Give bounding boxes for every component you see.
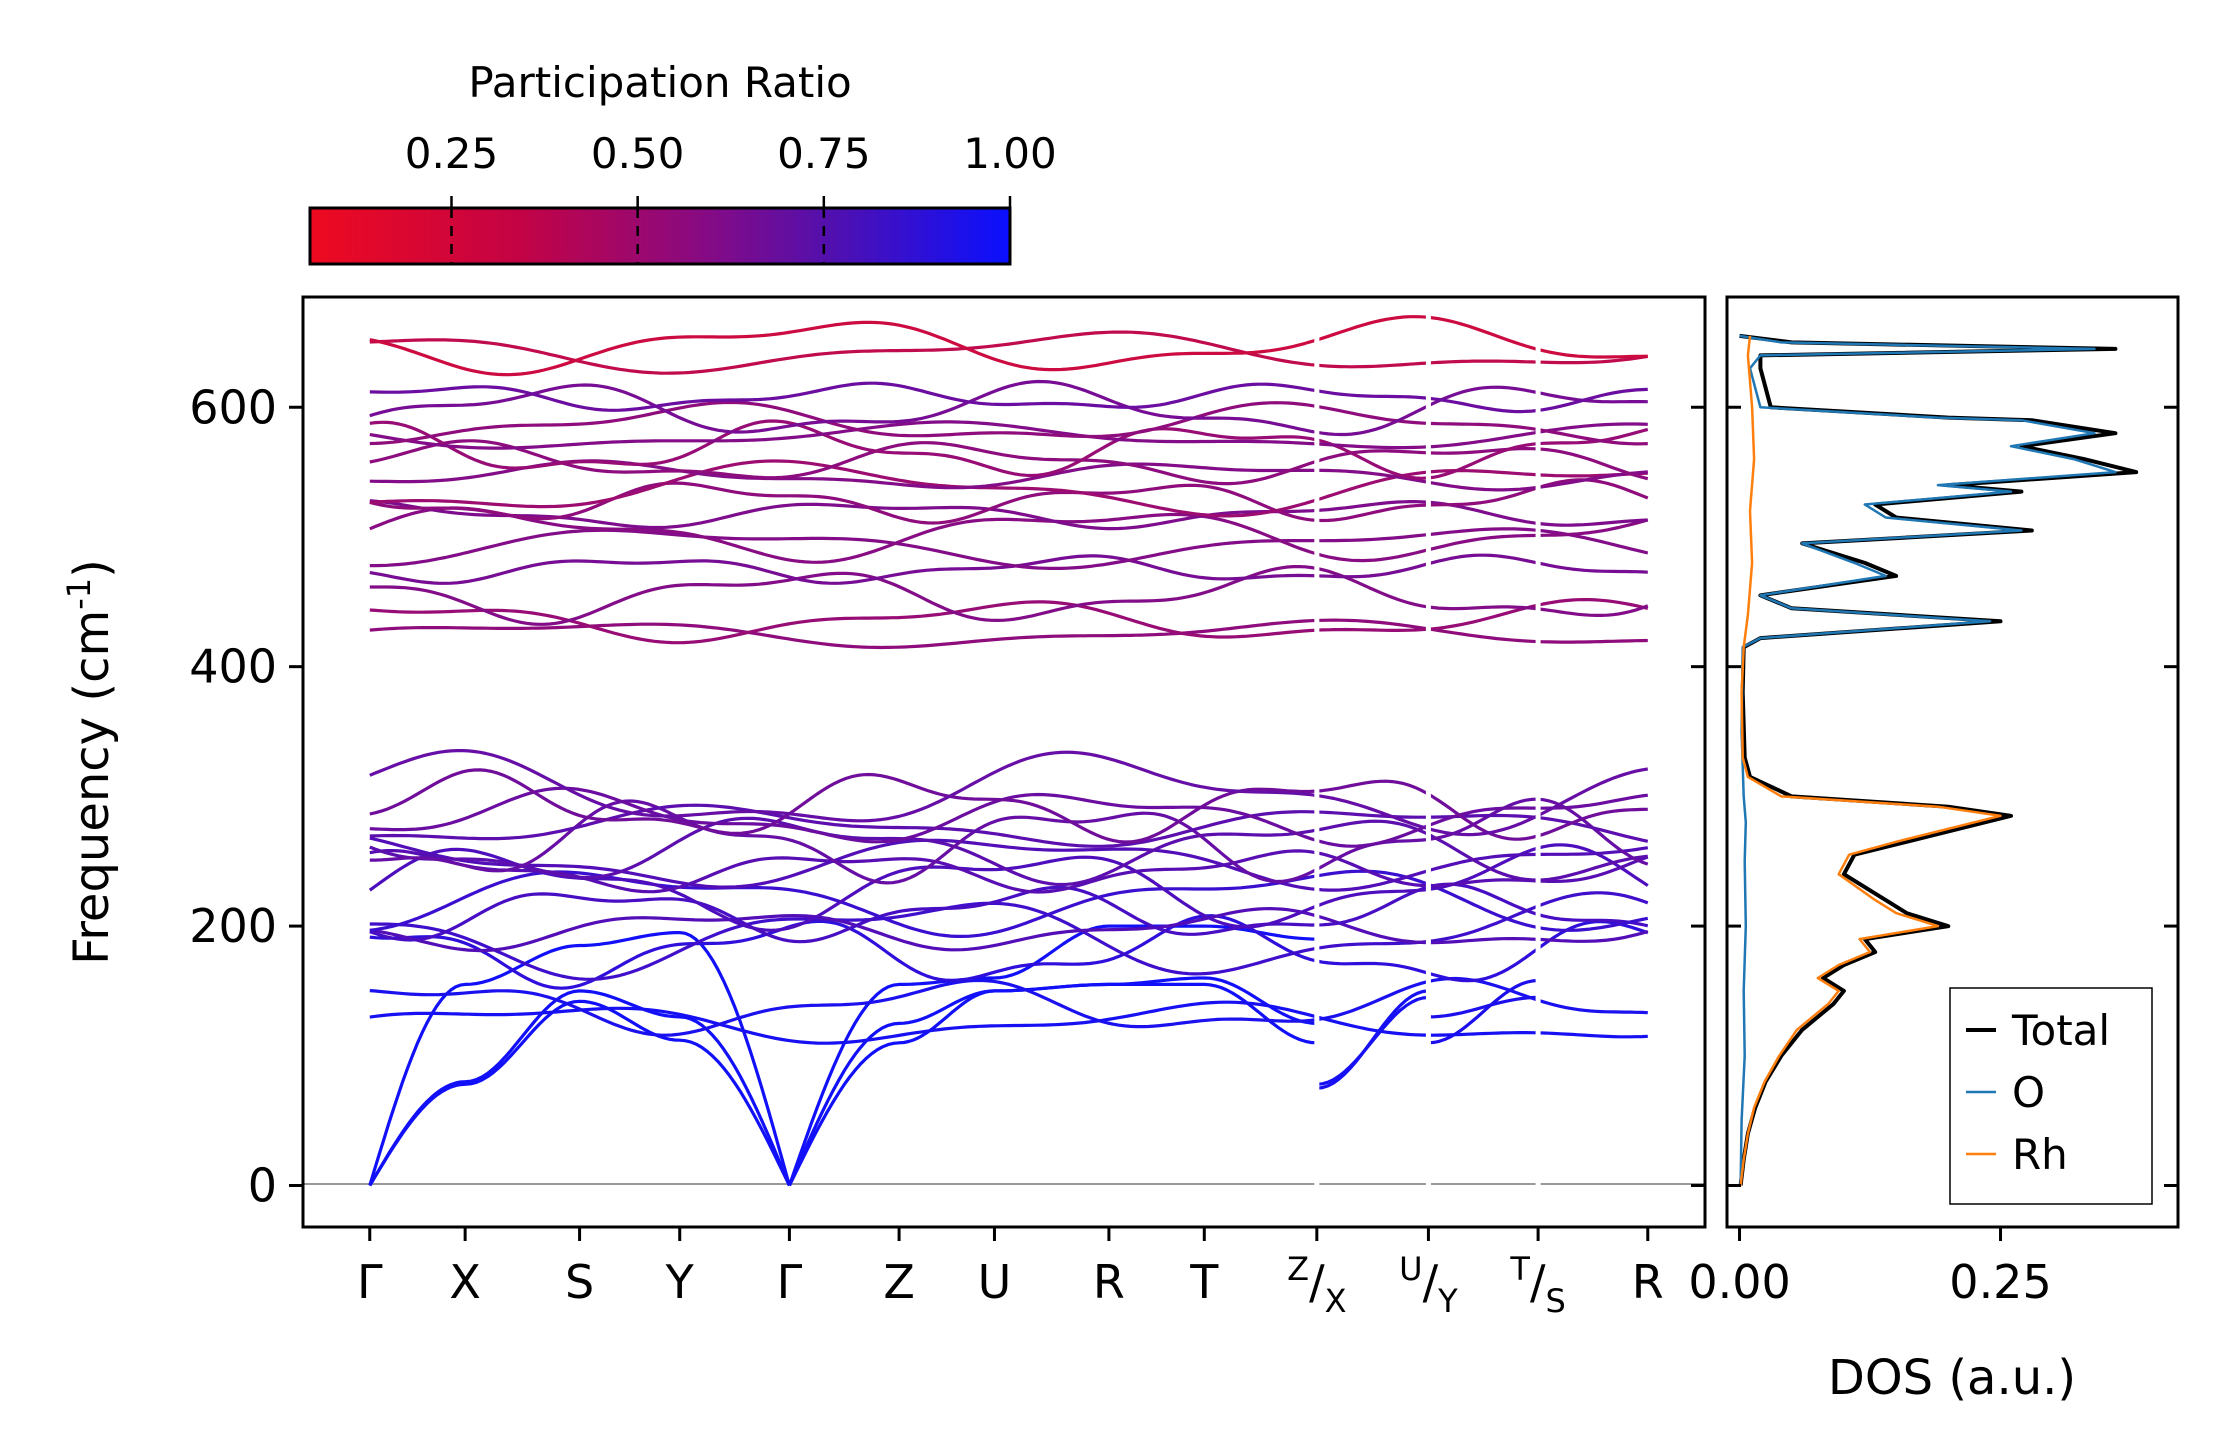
kpath-label: Y <box>665 1255 695 1309</box>
colorbar-tick-label: 0.75 <box>777 129 871 178</box>
dos-ticks: 0.00 0.25 <box>1688 405 2178 1309</box>
y-tick-label: 400 <box>189 640 277 694</box>
optical-band-high <box>369 527 1649 570</box>
acoustic-band <box>368 989 791 1187</box>
optical-band-high <box>369 420 1648 450</box>
optical-band-low <box>369 976 1648 1037</box>
segment-break <box>1425 299 1431 1225</box>
colorbar-gradient <box>308 206 1012 266</box>
kpath-label: X <box>449 1255 481 1309</box>
segment-break <box>1535 299 1541 1225</box>
optical-band-low <box>369 797 1649 885</box>
band-structure-panel: 0 200 400 600 Γ X S Y Γ Z U R T Z/X U/Y T/S R Frequency… <box>60 295 1707 1320</box>
kpath-label: U <box>978 1255 1012 1309</box>
acoustic-band <box>787 976 1317 1187</box>
kpath-ticks: Γ X S Y Γ Z U R T Z/X U/Y T/S R <box>357 1227 1664 1320</box>
kpath-label: Z/X <box>1287 1250 1346 1320</box>
optical-band-low <box>369 907 1649 953</box>
colorbar: Participation Ratio 0.25 0.50 0.75 1.00 <box>308 58 1057 266</box>
optical-band-low <box>369 768 1648 844</box>
acoustic-band <box>787 924 1317 1187</box>
dos-x-tick-label: 0.25 <box>1949 1255 2051 1309</box>
kpath-label: Γ <box>357 1255 383 1309</box>
band-axes-frame <box>301 295 1707 1229</box>
kpath-label-sup: Z <box>1287 1250 1309 1288</box>
kpath-label: T/S <box>1509 1250 1565 1320</box>
dos-curves <box>1738 333 2139 1186</box>
optical-band-high <box>369 459 1648 518</box>
colorbar-label: Participation Ratio <box>468 58 851 107</box>
kpath-label: S <box>565 1255 594 1309</box>
legend-label: O <box>2012 1068 2045 1117</box>
y-axis-title: Frequency (cm-1) <box>60 559 120 965</box>
y-tick-label: 600 <box>189 380 277 434</box>
optical-band-high <box>369 400 1648 446</box>
acoustic-band <box>368 931 791 1186</box>
y-axis-ticks: 0 200 400 600 <box>189 380 1705 1212</box>
colorbar-ticks: 0.25 0.50 0.75 1.00 <box>405 129 1057 264</box>
optical-band-high <box>369 439 1649 486</box>
legend-label: Rh <box>2012 1130 2068 1179</box>
acoustic-band <box>1428 979 1539 1045</box>
kpath-label: R <box>1093 1255 1125 1309</box>
optical-band-low <box>369 749 1649 837</box>
optical-band-low <box>369 1000 1648 1045</box>
kpath-label-sup: T <box>1509 1250 1530 1288</box>
kpath-label: R <box>1632 1255 1664 1309</box>
kpath-label-sup: U <box>1399 1250 1422 1288</box>
legend-label: Total <box>2011 1006 2110 1055</box>
dos-line-rh <box>1739 335 2002 1186</box>
phonon-bands <box>368 315 1649 1187</box>
segment-break <box>1314 299 1320 1225</box>
acoustic-band <box>1428 995 1539 1019</box>
optical-band-high <box>369 419 1649 480</box>
y-tick-label: 0 <box>248 1158 277 1212</box>
segment-breaks <box>1314 299 1541 1225</box>
dos-legend: Total O Rh <box>1949 987 2153 1205</box>
optical-band-high <box>369 459 1648 492</box>
acoustic-band <box>368 999 791 1187</box>
optical-band-high <box>369 598 1649 645</box>
optical-band-low <box>369 786 1648 848</box>
optical-band-high <box>369 478 1649 525</box>
colorbar-tick-label: 0.50 <box>591 129 685 178</box>
dos-line-o <box>1739 334 2117 1186</box>
acoustic-band <box>787 982 1317 1187</box>
kpath-label: Z <box>883 1255 915 1309</box>
optical-band-low <box>369 891 1649 981</box>
optical-band-low <box>369 803 1649 848</box>
kpath-label: Γ <box>777 1255 803 1309</box>
acoustic-band <box>1316 989 1429 1090</box>
optical-band-high <box>369 565 1649 626</box>
optical-band-low <box>369 816 1648 887</box>
optical-band-high <box>369 506 1649 564</box>
colorbar-tick-label: 1.00 <box>963 129 1057 178</box>
optical-band-high <box>369 553 1648 585</box>
optical-band-high <box>369 315 1648 377</box>
legend-box <box>1949 987 2153 1205</box>
y-tick-label: 200 <box>189 899 277 953</box>
optical-band-low <box>369 836 1649 892</box>
dos-panel: 0.00 0.25 DOS (a.u.) Total O Rh <box>1688 295 2180 1406</box>
dos-axes-frame <box>1725 295 2180 1229</box>
dos-x-tick-label: 0.00 <box>1688 1255 1790 1309</box>
optical-band-high <box>369 379 1648 437</box>
optical-band-low <box>369 914 1649 990</box>
optical-band-high <box>369 330 1649 375</box>
optical-band-high <box>369 381 1648 414</box>
kpath-label: U/Y <box>1399 1250 1458 1320</box>
optical-band-high <box>369 499 1648 531</box>
dos-x-axis-title: DOS (a.u.) <box>1828 1350 2076 1406</box>
kpath-label: T <box>1189 1255 1219 1309</box>
colorbar-tick-label: 0.25 <box>405 129 499 178</box>
